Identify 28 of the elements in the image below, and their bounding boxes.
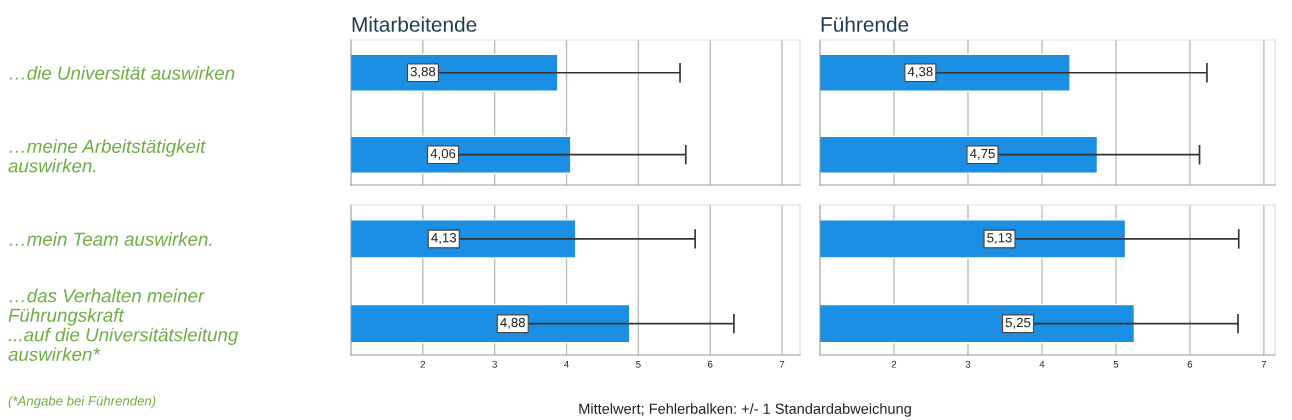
y-tick-label: …die Universität auswirken — [9, 65, 235, 80]
x-tick-label: 6 — [707, 360, 713, 368]
x-tick-label: 5 — [636, 360, 641, 368]
y-tick-label: …das Verhalten meiner Führungskraft ...auf die Universitätsleitung auswirken* — [8, 288, 239, 361]
x-tick-label: 5 — [1113, 360, 1119, 368]
chart-title: Führende — [821, 16, 909, 32]
x-tick-label: 2 — [420, 360, 426, 368]
x-tick-label: 7 — [1261, 360, 1267, 368]
text: (*Angabe bei Führenden) — [8, 395, 156, 409]
text: Mittelwert; Fehlerbalken: +/- 1 Standardabweichung — [579, 403, 911, 417]
x-tick-label: 7 — [779, 360, 785, 368]
y-tick-label: …mein Team auswirken. — [9, 232, 212, 246]
data-label: 4,75 — [969, 149, 995, 160]
data-label: 3,88 — [410, 66, 436, 78]
data-label: 4,38 — [907, 66, 933, 78]
data-label: 5,25 — [1005, 317, 1031, 329]
x-tick-label: 3 — [492, 360, 497, 368]
y-tick-label: …meine Arbeitstätigkeit auswirken. — [8, 139, 206, 173]
data-label: 4,13 — [431, 233, 457, 244]
x-tick-label: 3 — [965, 360, 971, 368]
x-tick-label: 4 — [564, 360, 569, 368]
chart-title: Mitarbeitende — [352, 16, 477, 32]
data-label: 4,88 — [500, 317, 525, 329]
x-tick-label: 4 — [1039, 360, 1045, 368]
data-label: 5,13 — [987, 233, 1012, 244]
x-tick-label: 6 — [1187, 360, 1193, 368]
data-label: 4,06 — [430, 148, 456, 160]
x-tick-label: 2 — [891, 360, 897, 368]
